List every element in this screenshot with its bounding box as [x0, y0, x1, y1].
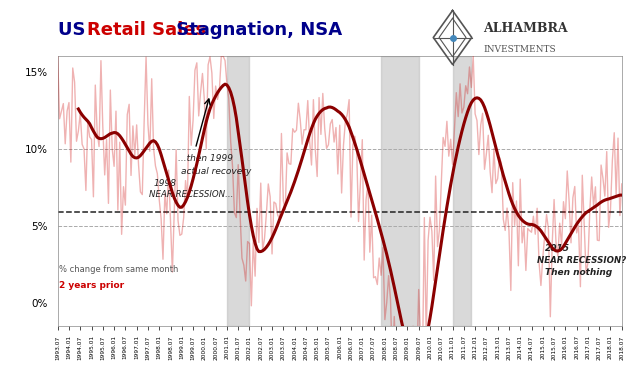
Text: ALHAMBRA: ALHAMBRA: [483, 22, 568, 35]
Text: 1998: 1998: [154, 179, 176, 188]
Text: actual recovery: actual recovery: [181, 166, 251, 176]
Text: Then nothing: Then nothing: [545, 268, 612, 278]
Text: INVESTMENTS: INVESTMENTS: [483, 45, 556, 54]
Text: NEAR RECESSION?: NEAR RECESSION?: [537, 256, 626, 265]
Text: ...then 1999: ...then 1999: [178, 154, 233, 163]
Bar: [227, 56, 249, 326]
Text: % change from same month: % change from same month: [59, 265, 178, 274]
Text: Retail Sales: Retail Sales: [87, 21, 206, 39]
Text: 2015: 2015: [545, 244, 570, 253]
Text: NEAR RECESSION...: NEAR RECESSION...: [149, 190, 233, 200]
Text: US: US: [58, 21, 92, 39]
Bar: [453, 56, 471, 326]
Bar: [381, 56, 419, 326]
Text: 2 years prior: 2 years prior: [59, 280, 124, 290]
Text: Stagnation, NSA: Stagnation, NSA: [170, 21, 342, 39]
